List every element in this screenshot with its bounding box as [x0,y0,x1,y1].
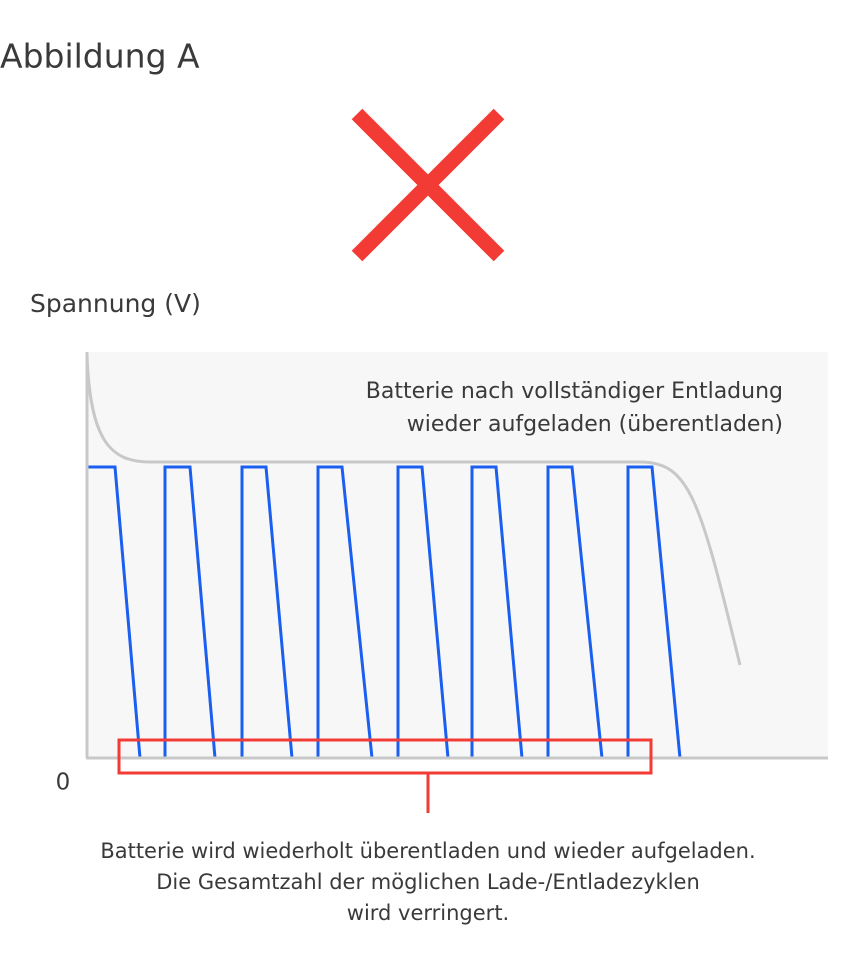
annotation-line: wieder aufgeladen (überentladen) [407,412,783,437]
origin-label: 0 [56,770,71,796]
caption-line: wird verringert. [347,901,509,925]
red-cross [351,108,505,262]
gray-curve [85,354,742,666]
caption-line: Die Gesamtzahl der möglichen Lade-/Entla… [156,870,700,894]
title: Abbildung A [0,37,200,76]
highlight-box [117,738,653,775]
annotation-line: Batterie nach vollständiger Entladung [366,379,783,404]
y-axis-label: Spannung (V) [30,289,201,318]
caption-line: Batterie wird wiederholt überentladen un… [100,839,755,863]
